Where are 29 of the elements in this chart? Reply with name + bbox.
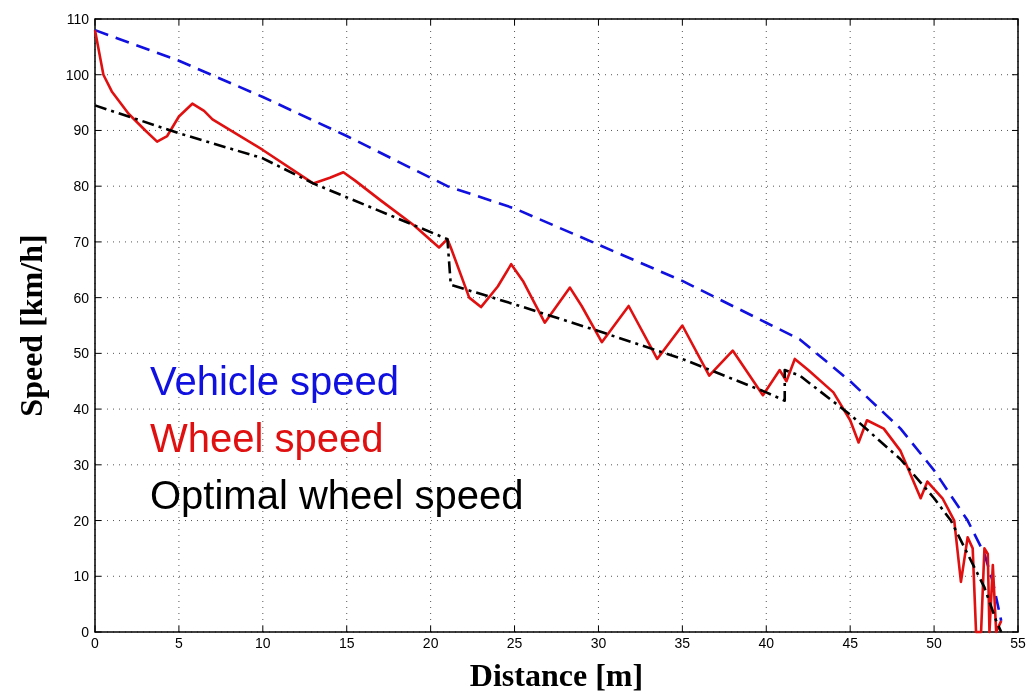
y-tick-label: 50 xyxy=(73,345,90,362)
y-tick-label: 40 xyxy=(73,401,90,418)
x-axis-title: Distance [m] xyxy=(469,657,644,693)
x-tick-label: 50 xyxy=(926,635,943,651)
y-tick-label: 10 xyxy=(73,568,90,585)
y-tick-label: 20 xyxy=(73,512,90,529)
x-tick-label: 25 xyxy=(506,635,523,651)
x-tick-label: 30 xyxy=(590,635,607,651)
text: Wheel speed xyxy=(150,416,384,460)
y-tick-label: 80 xyxy=(73,178,90,195)
y-tick-label: 60 xyxy=(73,289,90,306)
text: Optimal wheel speed xyxy=(150,473,524,517)
x-tick-label: 55 xyxy=(1010,635,1026,651)
x-tick-label: 15 xyxy=(338,635,355,651)
y-tick-label: 110 xyxy=(66,11,90,27)
x-tick-label: 45 xyxy=(842,635,859,651)
x-tick-label: 10 xyxy=(255,635,271,651)
x-tick-label: 5 xyxy=(175,635,184,651)
x-tick-label: 0 xyxy=(91,635,100,651)
y-tick-label: 0 xyxy=(81,624,90,640)
y-tick-label: 30 xyxy=(73,456,90,473)
y-tick-label: 100 xyxy=(65,66,90,83)
x-tick-label: 35 xyxy=(674,635,691,651)
y-axis-title: Speed [km/h] xyxy=(13,234,49,417)
x-tick-label: 40 xyxy=(758,635,775,651)
x-tick-label: 20 xyxy=(422,635,439,651)
text: Vehicle speed xyxy=(150,359,400,403)
y-tick-label: 90 xyxy=(73,122,90,139)
y-tick-label: 70 xyxy=(73,233,90,250)
